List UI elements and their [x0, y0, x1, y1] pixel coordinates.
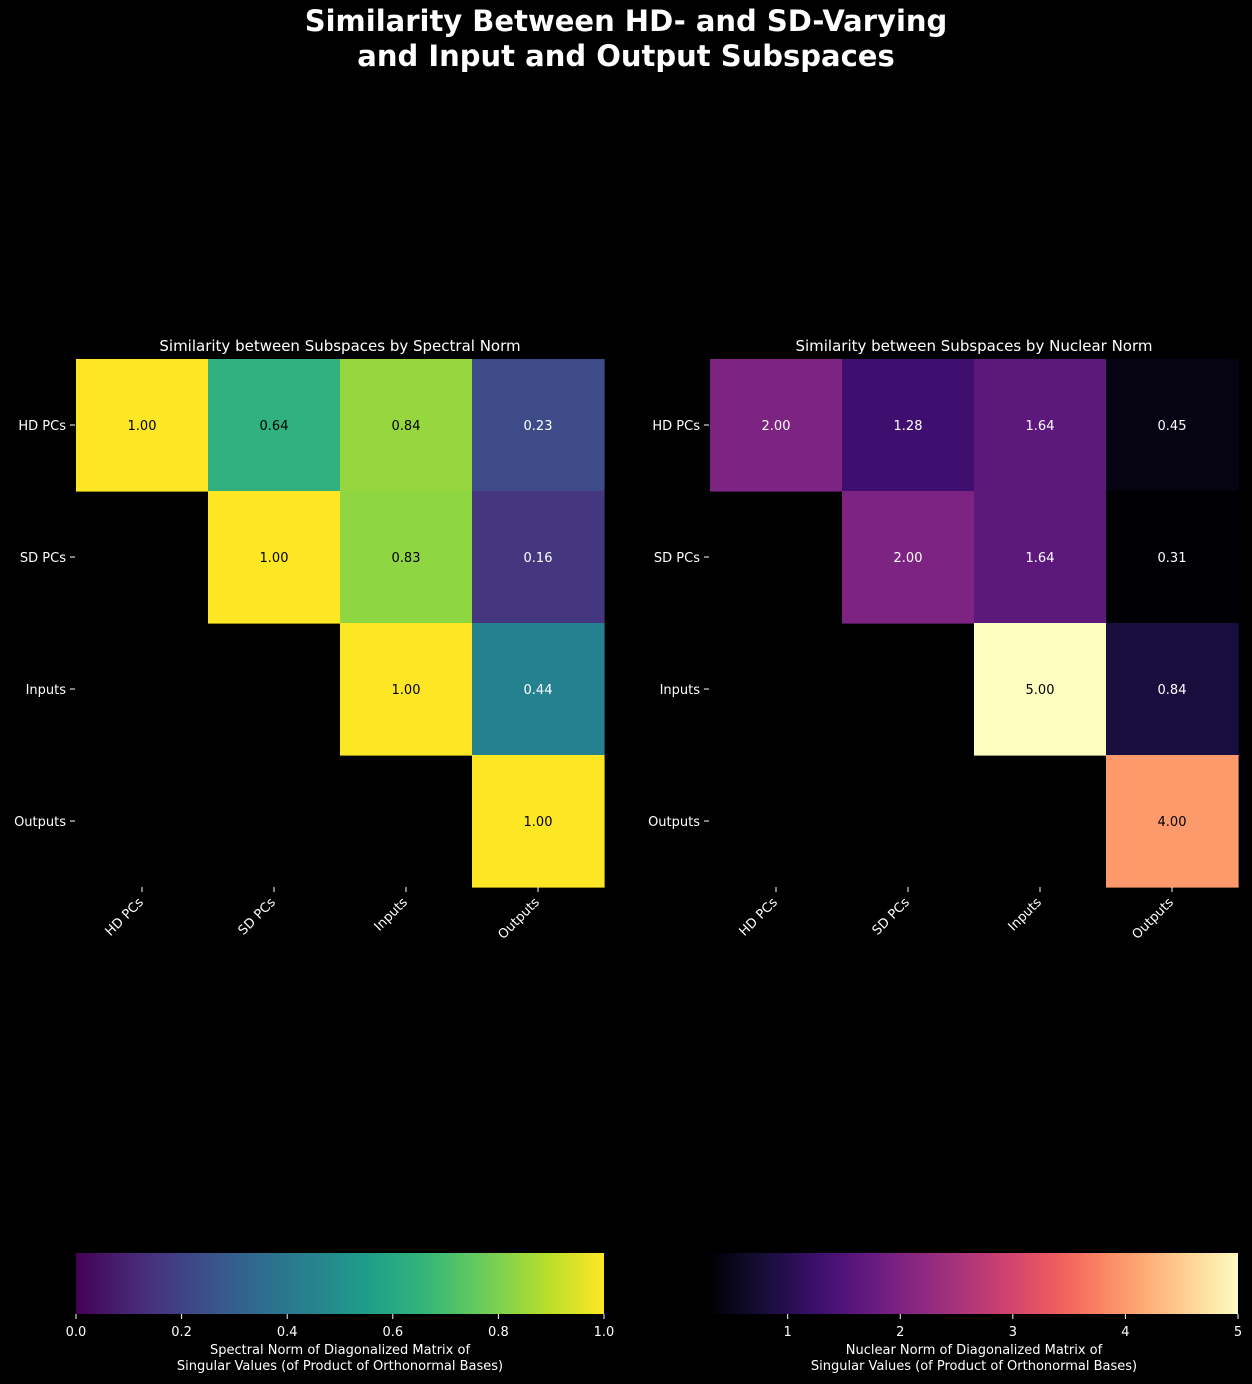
- heatmap-cell: [472, 623, 605, 756]
- colorbar-tick-label: 0.6: [382, 1325, 403, 1340]
- colorbar-tick-label: 0.8: [488, 1325, 509, 1340]
- y-tick-label: HD PCs: [652, 419, 700, 434]
- y-tick-label: Outputs: [648, 815, 700, 830]
- cell-value-label: 0.23: [524, 419, 553, 434]
- heatmap-cell: [974, 359, 1107, 492]
- cell-value-label: 0.84: [392, 419, 421, 434]
- cell-value-label: 0.64: [260, 419, 289, 434]
- colorbar-tick-label: 5: [1234, 1325, 1242, 1340]
- cell-value-label: 0.84: [1158, 683, 1187, 698]
- spectral-heatmap-panel: Similarity between Subspaces by Spectral…: [14, 337, 614, 1374]
- heatmap-cell: [974, 623, 1107, 756]
- heatmap-cell: [1106, 755, 1239, 888]
- heatmap-cell: [1106, 491, 1239, 624]
- x-tick-label: SD PCs: [236, 895, 279, 938]
- colorbar-label-line: Spectral Norm of Diagonalized Matrix of: [210, 1343, 470, 1358]
- heatmap-cell: [340, 623, 473, 756]
- cell-value-label: 1.64: [1026, 551, 1055, 566]
- cell-value-label: 0.83: [392, 551, 421, 566]
- colorbar-tick-label: 1: [784, 1325, 792, 1340]
- cell-value-label: 1.00: [260, 551, 289, 566]
- cell-value-label: 1.28: [894, 419, 923, 434]
- x-tick-label: Outputs: [1129, 895, 1176, 942]
- cell-value-label: 1.00: [524, 815, 553, 830]
- cell-value-label: 5.00: [1026, 683, 1055, 698]
- colorbar: [76, 1253, 604, 1314]
- figure-title: Similarity Between HD- and SD-Varying an…: [0, 4, 1252, 74]
- heatmap-cell: [472, 491, 605, 624]
- cell-value-label: 0.16: [524, 551, 553, 566]
- y-tick-label: HD PCs: [18, 419, 66, 434]
- nuclear-heatmap-panel: Similarity between Subspaces by Nuclear …: [648, 337, 1242, 1374]
- heatmap-cell: [208, 491, 341, 624]
- x-tick-label: HD PCs: [103, 895, 147, 939]
- heatmap-cell: [710, 359, 843, 492]
- cell-value-label: 2.00: [762, 419, 791, 434]
- colorbar-tick-label: 2: [896, 1325, 904, 1340]
- colorbar-label-line: Nuclear Norm of Diagonalized Matrix of: [846, 1343, 1103, 1358]
- colorbar-tick-label: 0.0: [66, 1325, 87, 1340]
- heatmap-title: Similarity between Subspaces by Spectral…: [159, 337, 520, 355]
- y-tick-label: SD PCs: [654, 551, 700, 566]
- heatmap-cell: [472, 755, 605, 888]
- figure-title-line-1: Similarity Between HD- and SD-Varying: [304, 4, 948, 38]
- heatmap-cell: [842, 359, 975, 492]
- heatmap-cell: [76, 359, 209, 492]
- cell-value-label: 2.00: [894, 551, 923, 566]
- y-tick-label: SD PCs: [20, 551, 66, 566]
- cell-value-label: 0.44: [524, 683, 553, 698]
- colorbar: [710, 1253, 1238, 1314]
- colorbar-tick-label: 0.4: [277, 1325, 298, 1340]
- cell-value-label: 0.45: [1158, 419, 1187, 434]
- heatmap-cell: [842, 491, 975, 624]
- x-tick-label: Inputs: [372, 895, 411, 934]
- colorbar-tick-label: 4: [1121, 1325, 1129, 1340]
- x-tick-label: Outputs: [495, 895, 542, 942]
- cell-value-label: 4.00: [1158, 815, 1187, 830]
- x-tick-label: SD PCs: [870, 895, 913, 938]
- cell-value-label: 0.31: [1158, 551, 1187, 566]
- x-tick-label: Inputs: [1006, 895, 1045, 934]
- cell-value-label: 1.00: [392, 683, 421, 698]
- y-tick-label: Inputs: [660, 683, 701, 698]
- cell-value-label: 1.00: [128, 419, 157, 434]
- cell-value-label: 1.64: [1026, 419, 1055, 434]
- y-tick-label: Inputs: [26, 683, 67, 698]
- colorbar-label-line: Singular Values (of Product of Orthonorm…: [177, 1359, 503, 1374]
- heatmap-title: Similarity between Subspaces by Nuclear …: [795, 337, 1152, 355]
- heatmap-cell: [208, 359, 341, 492]
- colorbar-tick-label: 3: [1009, 1325, 1017, 1340]
- heatmap-cell: [340, 491, 473, 624]
- heatmap-cell: [340, 359, 473, 492]
- y-tick-label: Outputs: [14, 815, 66, 830]
- heatmap-cell: [472, 359, 605, 492]
- colorbar-tick-label: 1.0: [594, 1325, 615, 1340]
- colorbar-tick-label: 0.2: [171, 1325, 192, 1340]
- heatmap-cell: [1106, 623, 1239, 756]
- heatmap-cell: [1106, 359, 1239, 492]
- colorbar-label-line: Singular Values (of Product of Orthonorm…: [811, 1359, 1137, 1374]
- figure-title-line-2: and Input and Output Subspaces: [357, 39, 895, 73]
- heatmap-cell: [974, 491, 1107, 624]
- x-tick-label: HD PCs: [737, 895, 781, 939]
